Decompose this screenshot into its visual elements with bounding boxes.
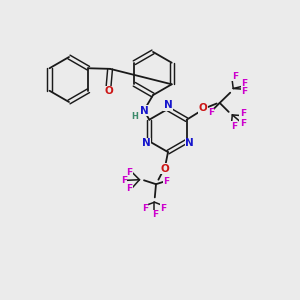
Text: F: F bbox=[126, 168, 132, 177]
Text: N: N bbox=[140, 106, 148, 116]
Text: F: F bbox=[240, 109, 246, 118]
Text: F: F bbox=[142, 204, 148, 213]
Text: F: F bbox=[121, 176, 127, 185]
Text: F: F bbox=[240, 119, 246, 128]
Text: F: F bbox=[160, 204, 166, 213]
Text: H: H bbox=[132, 112, 138, 121]
Text: F: F bbox=[242, 87, 248, 96]
Text: O: O bbox=[160, 164, 169, 174]
Text: N: N bbox=[185, 138, 194, 148]
Text: N: N bbox=[142, 138, 151, 148]
Text: F: F bbox=[164, 177, 169, 186]
Text: F: F bbox=[208, 108, 214, 117]
Text: O: O bbox=[104, 86, 113, 96]
Text: F: F bbox=[126, 184, 132, 193]
Text: F: F bbox=[242, 80, 248, 88]
Text: N: N bbox=[164, 100, 172, 110]
Text: O: O bbox=[199, 103, 208, 113]
Text: F: F bbox=[231, 122, 237, 131]
Text: F: F bbox=[232, 72, 238, 81]
Text: F: F bbox=[152, 210, 158, 219]
